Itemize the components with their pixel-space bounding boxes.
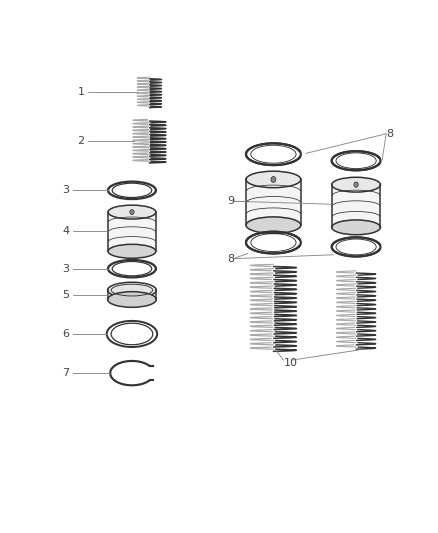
Text: 9: 9 bbox=[228, 196, 235, 206]
Text: 3: 3 bbox=[62, 185, 69, 195]
Text: 6: 6 bbox=[62, 329, 69, 339]
Text: 1: 1 bbox=[78, 87, 85, 98]
Text: 5: 5 bbox=[62, 290, 69, 300]
Ellipse shape bbox=[271, 176, 276, 182]
FancyBboxPatch shape bbox=[108, 212, 156, 251]
Ellipse shape bbox=[130, 209, 134, 215]
Ellipse shape bbox=[108, 282, 156, 298]
Text: 10: 10 bbox=[283, 358, 297, 368]
Ellipse shape bbox=[108, 205, 156, 219]
Text: 7: 7 bbox=[62, 368, 70, 378]
Text: 8: 8 bbox=[387, 129, 394, 139]
Ellipse shape bbox=[332, 177, 381, 192]
Ellipse shape bbox=[108, 244, 156, 258]
Text: 3: 3 bbox=[62, 264, 69, 273]
Text: 8: 8 bbox=[228, 254, 235, 264]
FancyBboxPatch shape bbox=[246, 180, 301, 225]
Text: 4: 4 bbox=[62, 226, 70, 236]
FancyBboxPatch shape bbox=[332, 184, 381, 228]
Ellipse shape bbox=[246, 171, 301, 188]
Ellipse shape bbox=[332, 220, 381, 235]
Ellipse shape bbox=[354, 182, 358, 187]
Ellipse shape bbox=[108, 292, 156, 308]
Ellipse shape bbox=[246, 217, 301, 233]
Text: 2: 2 bbox=[78, 136, 85, 146]
